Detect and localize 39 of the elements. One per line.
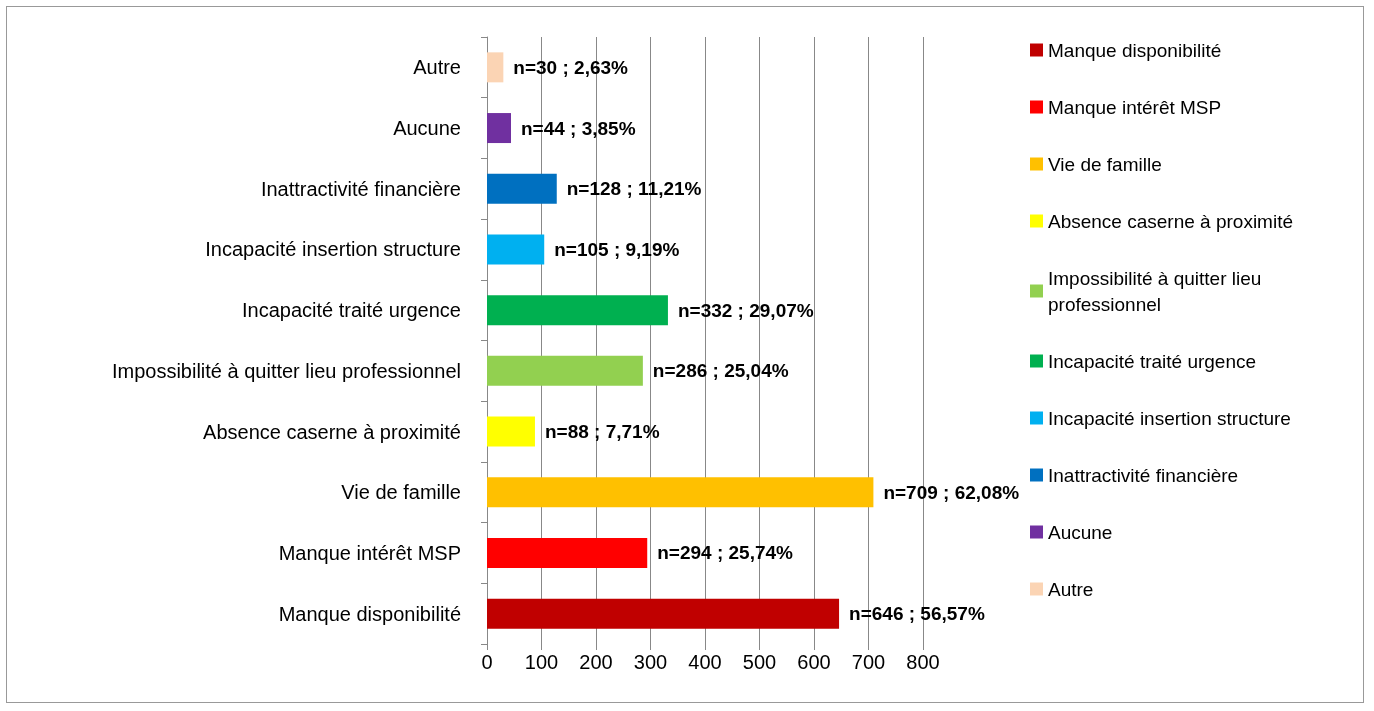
legend-label: Incapacité traité urgence bbox=[1048, 350, 1257, 372]
data-label: n=294 ; 25,74% bbox=[657, 542, 794, 564]
y-tick-label: Manque disponibilité bbox=[278, 602, 461, 625]
y-tick-label: Incapacité traité urgence bbox=[241, 299, 461, 322]
x-tick-label: 0 bbox=[481, 651, 493, 673]
data-label: n=332 ; 29,07% bbox=[677, 299, 814, 321]
data-label: n=646 ; 56,57% bbox=[849, 603, 985, 625]
data-label: n=286 ; 25,04% bbox=[652, 360, 789, 382]
legend-label: Autre bbox=[1048, 578, 1094, 600]
legend-label: Impossibilité à quitter lieu professionnel bbox=[1048, 267, 1267, 315]
data-label: n=105 ; 9,19% bbox=[554, 238, 680, 260]
data-label: n=44 ; 3,85% bbox=[520, 117, 636, 139]
x-tick-label: 700 bbox=[851, 651, 886, 673]
y-tick-label: Incapacité insertion structure bbox=[205, 238, 461, 261]
y-tick-label: Manque intérêt MSP bbox=[278, 541, 461, 564]
x-tick-label: 200 bbox=[579, 651, 613, 673]
legend-label: Aucune bbox=[1048, 521, 1113, 543]
legend-label: Absence caserne à proximité bbox=[1048, 210, 1294, 232]
y-tick-label: Inattractivité financière bbox=[260, 177, 461, 200]
y-tick-label: Impossibilité à quitter lieu professionnel bbox=[111, 359, 461, 382]
x-tick-label: 800 bbox=[906, 651, 940, 673]
data-label: n=128 ; 11,21% bbox=[566, 178, 702, 200]
x-tick-label: 500 bbox=[742, 651, 777, 673]
x-tick-label: 400 bbox=[688, 651, 722, 673]
data-label: n=88 ; 7,71% bbox=[544, 421, 660, 443]
y-tick-label: Aucune bbox=[393, 117, 461, 140]
legend-label: Incapacité insertion structure bbox=[1048, 407, 1291, 429]
x-tick-label: 300 bbox=[633, 651, 668, 673]
legend-label: Inattractivité financière bbox=[1048, 464, 1239, 486]
legend-label: Vie de famille bbox=[1048, 153, 1162, 175]
data-label: n=30 ; 2,63% bbox=[513, 56, 629, 78]
legend-label: Manque intérêt MSP bbox=[1048, 96, 1222, 118]
legend-label: Manque disponibilité bbox=[1048, 39, 1222, 61]
y-tick-label: Vie de famille bbox=[341, 481, 461, 504]
data-label: n=709 ; 62,08% bbox=[883, 481, 1020, 503]
x-tick-label: 600 bbox=[797, 651, 831, 673]
y-tick-label: Autre bbox=[413, 56, 461, 79]
y-tick-label: Absence caserne à proximité bbox=[203, 420, 461, 443]
x-tick-label: 100 bbox=[524, 651, 559, 673]
